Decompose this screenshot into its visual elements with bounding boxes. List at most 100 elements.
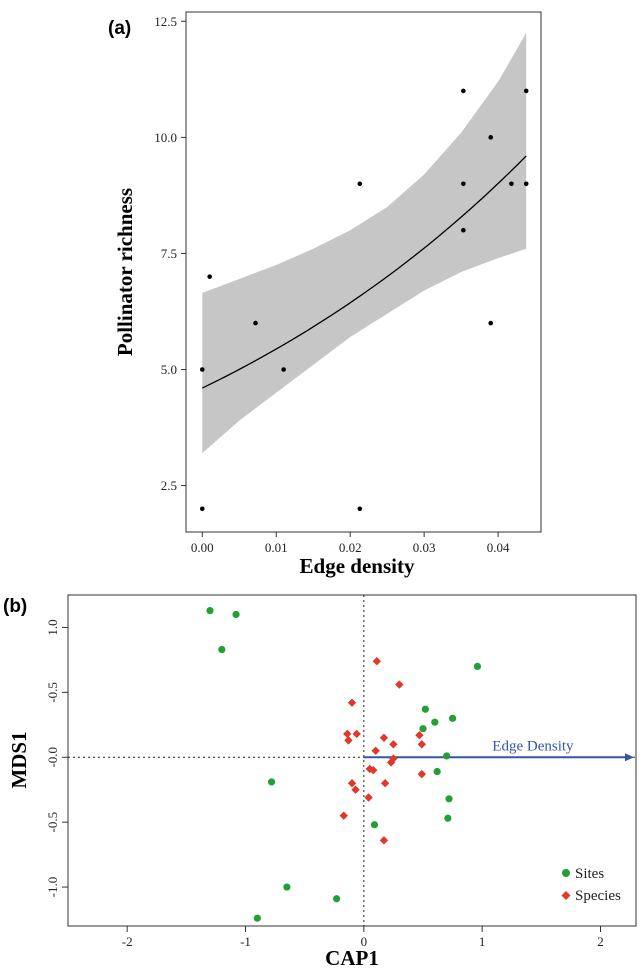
site-point [370,821,379,829]
edge-density-arrowhead [625,753,634,762]
y-tick-label: 12.5 [154,14,177,29]
site-point [206,606,214,615]
y-tick-label: 10.0 [154,130,177,145]
x-tick-label: -1 [240,934,251,949]
species-point [386,758,396,767]
data-point [461,181,466,187]
edge-density-arrow-label: Edge Density [492,738,574,754]
site-point [232,610,240,619]
species-point [351,785,360,794]
data-point [523,181,529,187]
site-point [218,645,226,654]
legend-species-marker [561,891,571,900]
species-point [344,736,353,745]
species-point [347,698,357,707]
panel-a-label: (a) [108,18,131,39]
panel-b-y-ticks: 1.0 -0.5 -0.0 -0.5 -1.0 [45,619,68,897]
confidence-band [202,32,527,454]
species-point [347,779,357,788]
x-tick-label: 0.01 [265,540,288,555]
data-point [199,367,205,372]
panel-b: (b) Edge Density -2 -1 0 1 2 1.0 -0.5 -0.0 -0.5… [3,594,637,970]
legend-sites-marker [562,869,570,877]
species-point [389,754,398,763]
species-point [389,740,398,749]
x-tick-label: 0.04 [487,540,510,555]
y-tick-label: -0.5 [45,682,60,703]
panel-b-x-ticks: -2 -1 0 1 2 [122,926,604,949]
site-point [431,718,439,726]
species-series [339,657,427,845]
data-point [509,181,514,187]
site-point [253,914,261,922]
data-point [461,227,466,233]
species-point [339,811,348,820]
panel-b-plot-frame [67,594,637,927]
panel-a-y-axis-title: Pollinator richness [113,188,137,356]
site-point [421,705,429,713]
species-point [369,766,378,775]
legend-species-label: Species [575,888,621,904]
species-point [343,729,352,739]
panel-a: (a) 0.00 0.01 0.02 0.03 0.04 2.5 5.0 7.5 10.0 12… [108,11,542,578]
site-point [444,814,452,822]
site-point [283,883,291,891]
x-tick-label: 0.02 [339,540,362,555]
site-point [445,795,453,803]
species-point [372,657,382,666]
y-tick-label: 2.5 [161,478,177,493]
panel-a-x-ticks: 0.00 0.01 0.02 0.03 0.04 [191,532,510,555]
site-point [448,714,457,722]
data-point [357,506,363,512]
data-point [488,135,494,140]
panel-a-points [199,88,529,512]
legend-sites-label: Sites [575,866,604,882]
species-point [379,836,389,845]
species-point [371,746,380,755]
panel-b-x-axis-title: CAP1 [325,946,379,970]
panel-b-y-axis-title: MDS1 [7,731,31,788]
data-point [207,274,212,279]
data-point [253,320,258,326]
x-tick-label: 2 [597,934,604,949]
x-tick-label: -2 [122,934,133,949]
data-point [523,88,529,94]
species-point [380,779,390,788]
site-point [333,895,341,903]
panel-a-y-ticks: 2.5 5.0 7.5 10.0 12.5 [154,14,186,493]
x-tick-label: 0.03 [413,540,436,555]
y-tick-label: 5.0 [161,362,177,377]
data-point [488,320,494,326]
data-point [281,367,286,372]
site-point [443,752,451,760]
y-tick-label: 1.0 [45,619,60,635]
panel-a-plot-frame [185,11,542,533]
y-tick-label: -0.5 [45,812,60,833]
species-point [379,733,389,742]
y-tick-label: -1.0 [45,877,60,898]
fit-line [202,155,527,389]
data-point [357,181,363,187]
site-point [433,767,441,776]
sites-series [206,606,482,922]
species-point [395,680,404,689]
data-point [199,506,205,512]
species-point [417,769,427,779]
panel-a-x-axis-title: Edge density [300,554,415,578]
x-tick-label: 0 [361,934,368,949]
species-point [417,740,427,749]
y-tick-label: -0.0 [45,747,60,768]
y-tick-label: 7.5 [161,246,177,261]
data-point [461,88,466,94]
x-tick-label: 1 [479,934,486,949]
site-point [267,778,276,786]
species-point [364,793,373,802]
x-tick-label: 0.00 [191,540,214,555]
site-point [419,725,427,733]
panel-b-label: (b) [3,596,27,617]
legend: Sites Species [561,866,621,904]
species-point [415,730,424,740]
site-point [473,662,482,670]
species-point [352,729,361,739]
